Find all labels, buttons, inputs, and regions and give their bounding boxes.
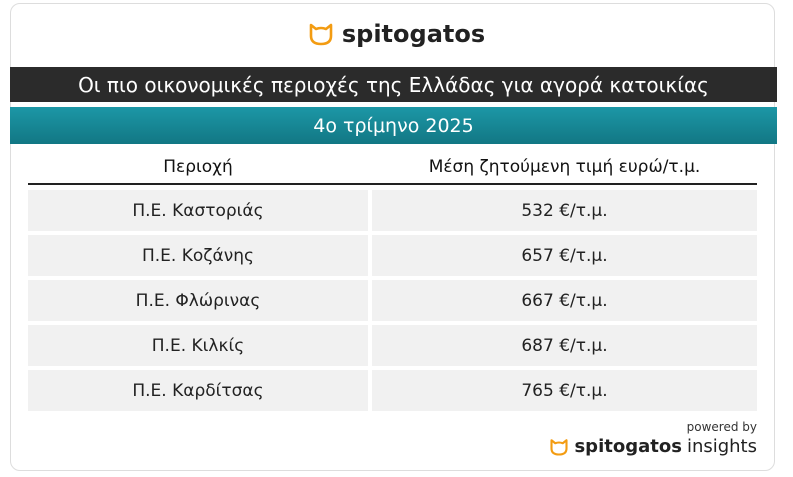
- price-cell: 687 €/τ.μ.: [372, 325, 757, 366]
- footer-brand: spitogatos: [574, 436, 682, 457]
- price-cell: 765 €/τ.μ.: [372, 370, 757, 411]
- region-cell: Π.Ε. Φλώρινας: [28, 280, 368, 321]
- footer-product: insights: [686, 436, 757, 457]
- column-header: Μέση ζητούμενη τιμή ευρώ/τ.μ.: [428, 156, 701, 177]
- region-cell: Π.Ε. Κιλκίς: [28, 325, 368, 366]
- header-rule: [28, 183, 757, 185]
- price-cell: 532 €/τ.μ.: [372, 190, 757, 231]
- region-cell: Π.Ε. Καρδίτσας: [28, 370, 368, 411]
- title: Οι πιο οικονομικές περιοχές της Ελλάδας …: [10, 67, 777, 102]
- card: [10, 3, 775, 471]
- region-cell: Π.Ε. Κοζάνης: [28, 235, 368, 276]
- price-cell: 667 €/τ.μ.: [372, 280, 757, 321]
- brand-logo: spitogatos: [0, 20, 793, 48]
- price-cell: 657 €/τ.μ.: [372, 235, 757, 276]
- footer-logo: spitogatos insights: [549, 436, 757, 457]
- region-cell: Π.Ε. Καστοριάς: [28, 190, 368, 231]
- subtitle: 4ο τρίμηνο 2025: [10, 107, 777, 144]
- cat-icon: [550, 438, 569, 456]
- column-header: Περιοχή: [163, 156, 233, 177]
- powered-by: powered by: [686, 420, 757, 434]
- brand-name: spitogatos: [341, 20, 486, 48]
- cat-icon: [309, 23, 333, 46]
